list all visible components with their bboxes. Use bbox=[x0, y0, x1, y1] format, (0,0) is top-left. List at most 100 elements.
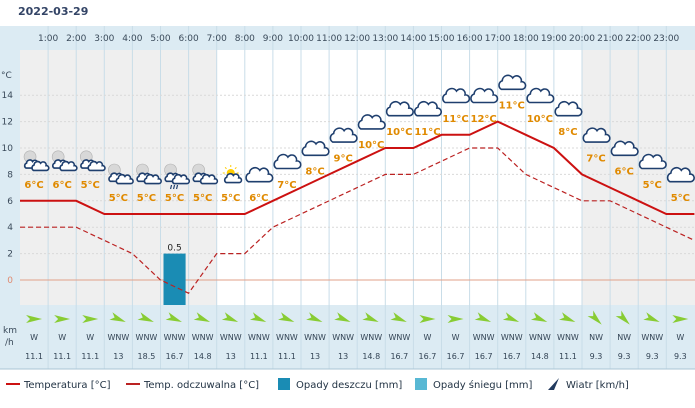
wind-arrow-shape bbox=[390, 312, 407, 322]
y-axis-panel bbox=[0, 26, 20, 369]
wind-direction-label: WNW bbox=[136, 333, 158, 342]
cloud-icon bbox=[582, 127, 611, 143]
legend-swatch-snow bbox=[415, 378, 427, 390]
wind-arrow-icon bbox=[643, 312, 660, 322]
cloud-icon bbox=[223, 173, 243, 184]
cloud-icon bbox=[666, 166, 695, 183]
temp-value-label: 6°C bbox=[24, 180, 43, 191]
temp-value-label: 11°C bbox=[414, 127, 440, 138]
wind-arrow-icon bbox=[193, 312, 211, 322]
legend-item-dash: Temp. odczuwalna [°C] bbox=[126, 380, 259, 391]
wind-arrow-shape bbox=[362, 312, 379, 322]
sun-ray-icon bbox=[224, 166, 227, 170]
legend-item-rain: Opady deszczu [mm] bbox=[278, 378, 402, 391]
cloud-icon bbox=[526, 87, 555, 104]
feels-like-line bbox=[20, 147, 695, 294]
cloud-icon bbox=[143, 174, 162, 185]
wind-speed-label: 16.7 bbox=[419, 352, 437, 361]
wind-arrow-shape bbox=[502, 312, 520, 322]
wind-speed-label: 13 bbox=[226, 352, 236, 361]
temp-value-label: 5°C bbox=[193, 193, 212, 204]
cloud-icon bbox=[273, 153, 302, 170]
wind-speed-label: 13 bbox=[338, 352, 348, 361]
wind-direction-label: NW bbox=[617, 333, 631, 342]
wind-arrow-icon bbox=[109, 312, 126, 322]
cloud-icon bbox=[582, 127, 611, 143]
temp-value-label: 8°C bbox=[305, 167, 324, 178]
wind-direction-label: WNW bbox=[388, 333, 410, 342]
temp-value-label: 5°C bbox=[81, 180, 100, 191]
wind-arrow-shape bbox=[447, 315, 464, 323]
wind-speed-label: 11.1 bbox=[25, 352, 43, 361]
cloud-icon bbox=[666, 166, 695, 183]
wind-arrow-icon bbox=[390, 312, 407, 322]
hour-label: 9:00 bbox=[263, 34, 283, 44]
temp-value-label: 12°C bbox=[471, 114, 497, 125]
wind-arrow-icon bbox=[502, 312, 520, 322]
rain-value-label: 0.5 bbox=[167, 244, 181, 254]
temp-value-label: 6°C bbox=[615, 167, 634, 178]
hour-label: 10:00 bbox=[288, 34, 314, 44]
wind-arrow-shape bbox=[672, 315, 689, 323]
hour-label: 1:00 bbox=[38, 34, 58, 44]
temp-value-label: 10°C bbox=[527, 114, 553, 125]
temp-value-label: 7°C bbox=[586, 153, 605, 164]
legend-label: Opady śniegu [mm] bbox=[433, 379, 533, 391]
wind-unit-h: /h bbox=[5, 338, 14, 348]
temp-value-label: 10°C bbox=[386, 127, 412, 138]
wind-arrow-shape bbox=[587, 310, 602, 325]
moon-cloud-icon bbox=[136, 163, 162, 185]
rain-drop-icon bbox=[169, 184, 173, 190]
wind-arrow-shape bbox=[26, 315, 43, 323]
y-tick-label: 2 bbox=[7, 250, 13, 260]
cloud-icon bbox=[199, 174, 219, 185]
moon-cloud-icon bbox=[79, 150, 106, 172]
wind-arrow-icon bbox=[419, 315, 436, 323]
legend-swatch-wind-icon bbox=[548, 378, 559, 390]
wind-speed-label: 16.7 bbox=[503, 352, 521, 361]
cloud-icon bbox=[301, 140, 330, 157]
cloud-icon bbox=[413, 100, 443, 117]
hour-label: 5:00 bbox=[150, 34, 170, 44]
rain-drop-icon bbox=[172, 184, 176, 190]
hour-label: 15:00 bbox=[429, 34, 455, 44]
wind-direction-label: W bbox=[676, 333, 684, 342]
hour-label: 22:00 bbox=[625, 34, 651, 44]
cloud-icon bbox=[413, 100, 443, 117]
wind-direction-label: WNW bbox=[304, 333, 326, 342]
wind-direction-label: W bbox=[423, 333, 431, 342]
cloud-icon bbox=[526, 87, 555, 104]
wind-speed-label: 14.8 bbox=[362, 352, 380, 361]
cloud-icon bbox=[470, 87, 499, 104]
wind-speed-label: 16.7 bbox=[447, 352, 465, 361]
y-tick-label: 4 bbox=[7, 223, 13, 233]
cloud-icon bbox=[442, 87, 471, 104]
cloud-icon bbox=[554, 100, 583, 117]
hour-label: 18:00 bbox=[513, 34, 539, 44]
y-tick-label: 12 bbox=[2, 118, 13, 128]
temp-value-label: 5°C bbox=[671, 193, 690, 204]
temp-value-label: 5°C bbox=[165, 193, 184, 204]
wind-arrow-shape bbox=[137, 312, 154, 322]
wind-speed-label: 13 bbox=[113, 352, 123, 361]
wind-arrow-icon bbox=[165, 312, 182, 322]
wind-arrow-shape bbox=[249, 312, 267, 322]
wind-arrow-shape bbox=[54, 315, 71, 323]
temp-value-label: 5°C bbox=[221, 193, 240, 204]
hour-label: 8:00 bbox=[235, 34, 255, 44]
wind-speed-label: 11.1 bbox=[278, 352, 296, 361]
cloud-icon bbox=[59, 160, 78, 172]
y-tick-label: 6 bbox=[7, 197, 13, 207]
hour-label: 21:00 bbox=[597, 34, 623, 44]
wind-speed-label: 9.3 bbox=[618, 352, 631, 361]
hour-label: 11:00 bbox=[316, 34, 342, 44]
wind-direction-label: W bbox=[30, 333, 38, 342]
wind-arrow-shape bbox=[474, 312, 492, 322]
cloud-icon bbox=[442, 87, 471, 104]
cloud-icon bbox=[329, 127, 358, 143]
wind-speed-label: 16.7 bbox=[390, 352, 408, 361]
legend-item-wind: Wiatr [km/h] bbox=[548, 378, 629, 391]
wind-direction-label: WNW bbox=[473, 333, 495, 342]
wind-arrow-icon bbox=[447, 315, 464, 323]
